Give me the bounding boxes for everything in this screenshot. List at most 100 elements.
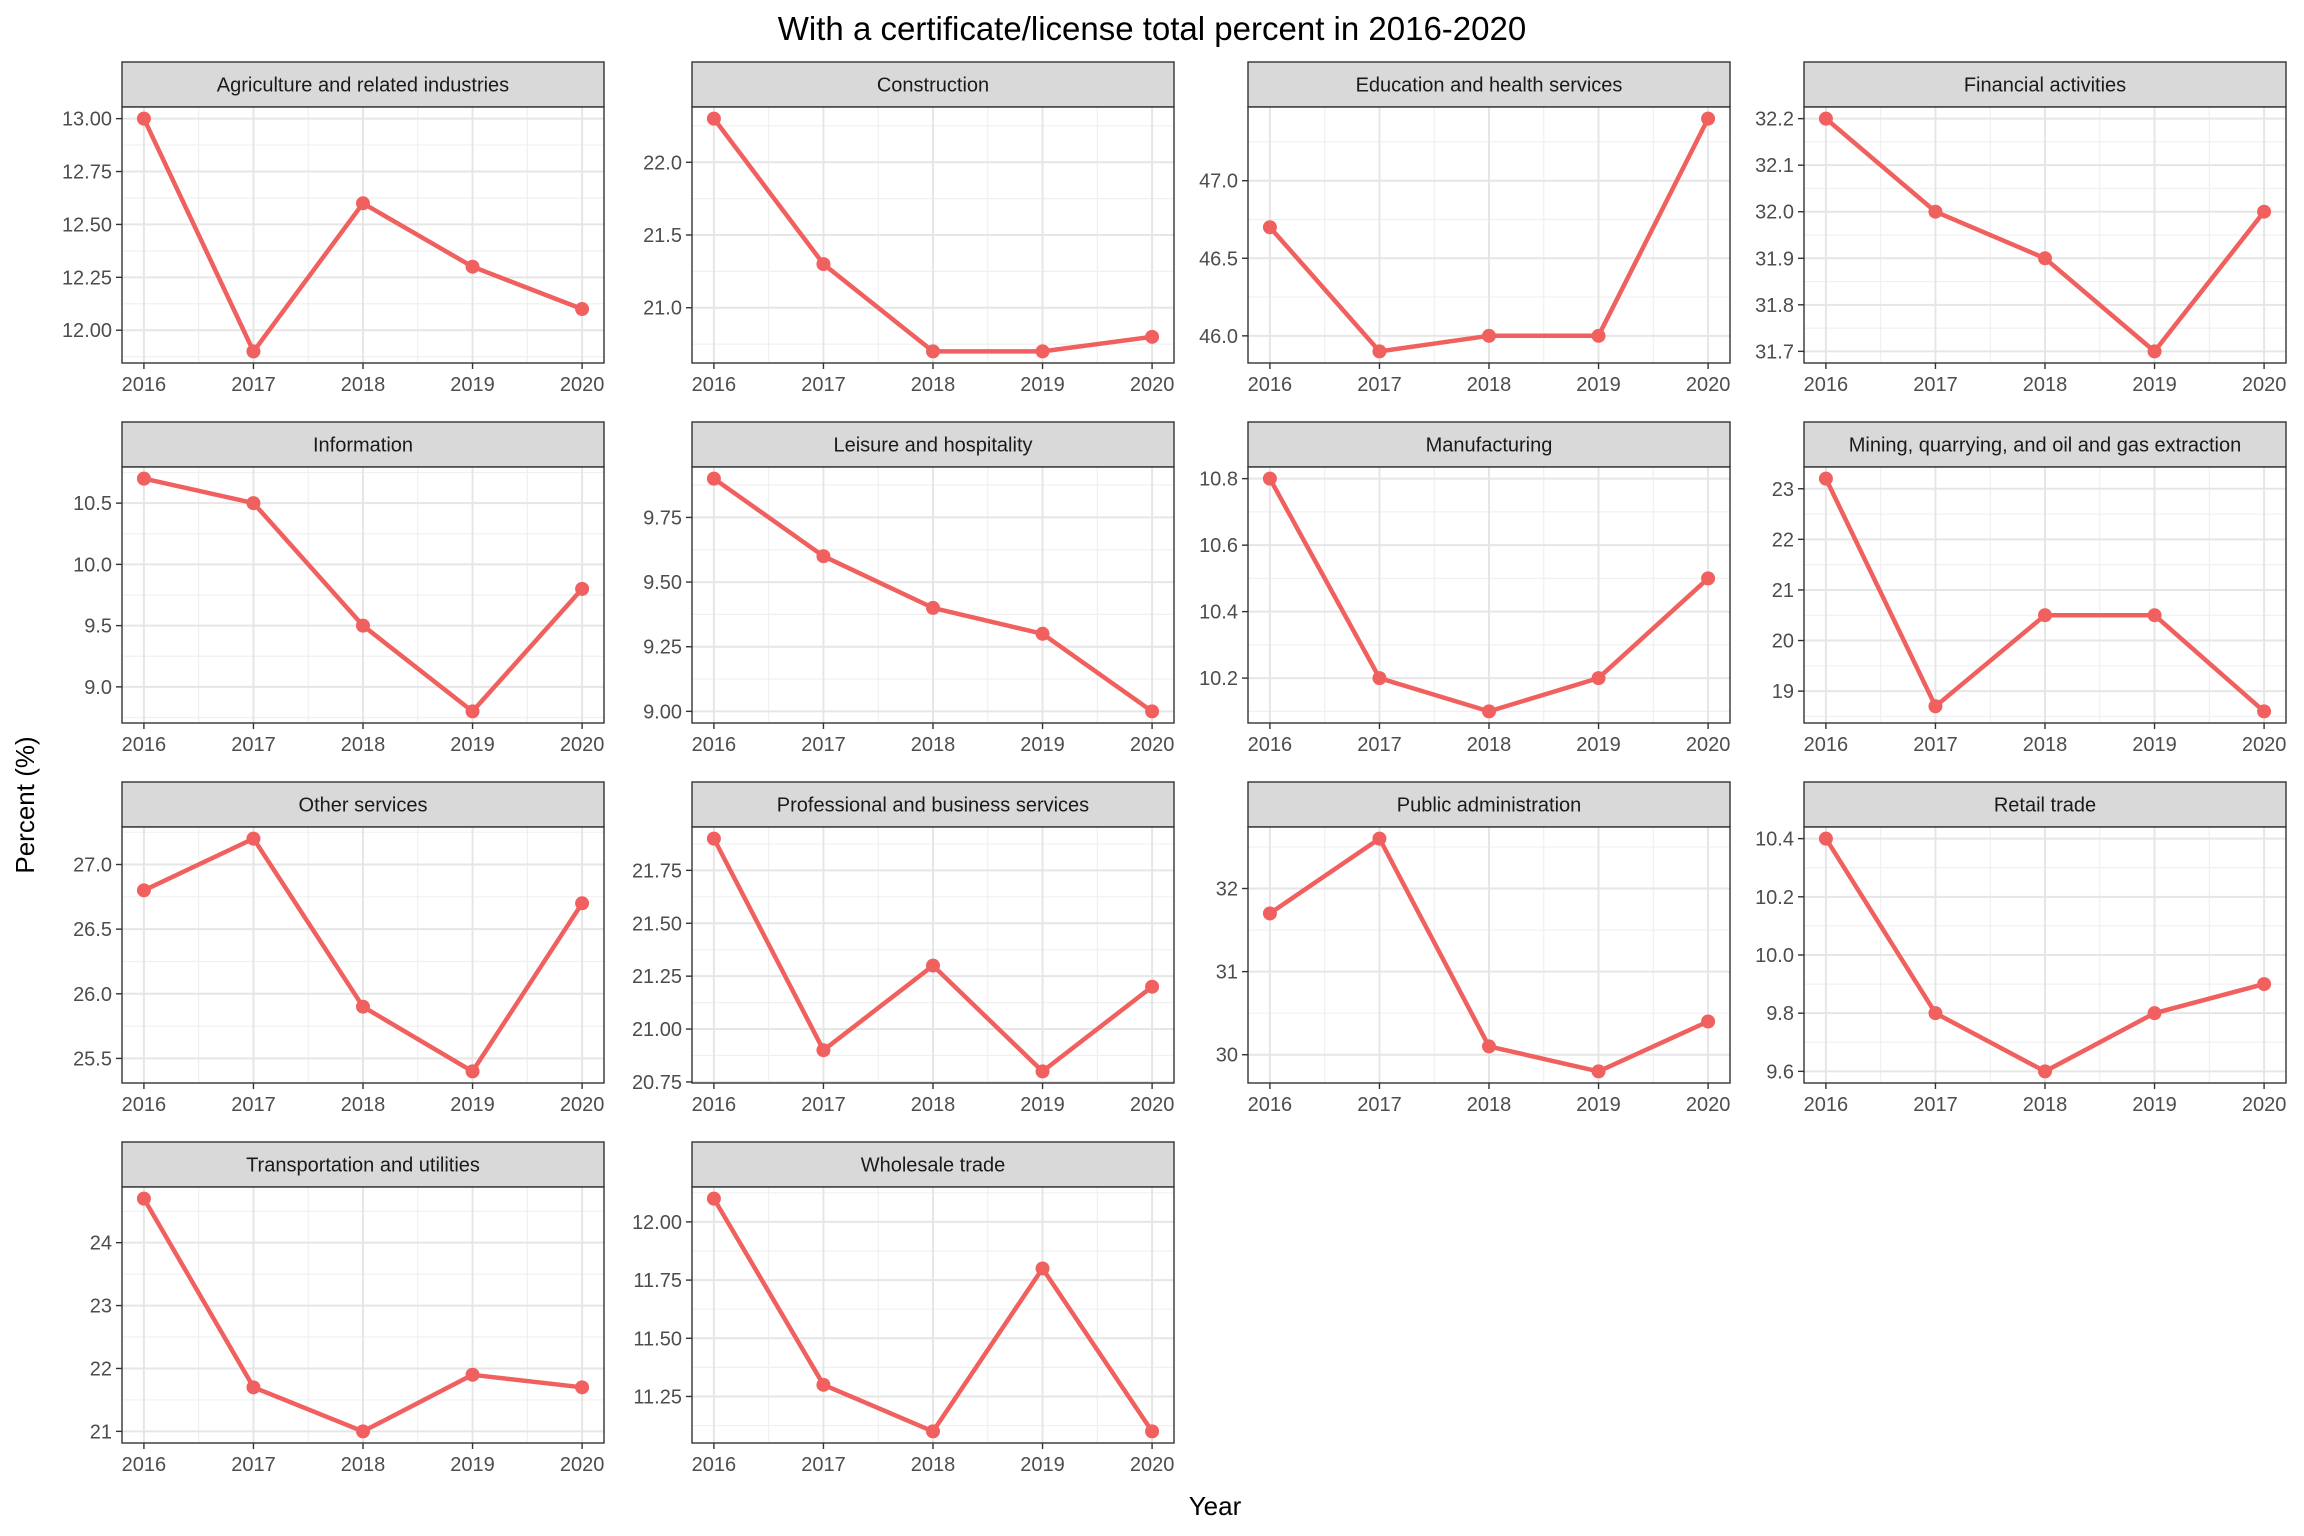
data-point bbox=[2038, 1064, 2052, 1079]
data-point bbox=[1482, 1039, 1496, 1054]
facet-panel: Construction 21.0 21.5 22.0 2016 2017 2018 2019… bbox=[643, 61, 1175, 396]
y-tick-label: 9.6 bbox=[1766, 1061, 1794, 1083]
y-tick-label: 32 bbox=[1216, 879, 1238, 901]
y-tick-label: 26.0 bbox=[73, 984, 112, 1006]
y-tick-label: 10.4 bbox=[1199, 602, 1238, 624]
data-point bbox=[1262, 906, 1277, 921]
facet-strip bbox=[1803, 781, 2287, 828]
data-point bbox=[575, 1380, 590, 1395]
facet-strip-label: Other services bbox=[299, 795, 428, 817]
data-point bbox=[2038, 251, 2052, 266]
data-point bbox=[1818, 471, 1833, 486]
x-tick-label: 2019 bbox=[2132, 374, 2177, 396]
facet-strip bbox=[1803, 421, 2287, 468]
x-tick-label: 2018 bbox=[911, 1454, 956, 1476]
x-tick-label: 2020 bbox=[560, 734, 605, 756]
facet-strip-label: Wholesale trade bbox=[861, 1155, 1006, 1177]
facet-strip bbox=[691, 1141, 1175, 1188]
facet-strip bbox=[1247, 61, 1731, 108]
x-tick-label: 2019 bbox=[1020, 1094, 1065, 1116]
data-point bbox=[2147, 344, 2162, 359]
x-tick-label: 2018 bbox=[1467, 734, 1512, 756]
facet-panel: Manufacturing 10.2 10.4 10.6 10.8 2016 2017 201… bbox=[1199, 421, 1731, 756]
x-tick-label: 2019 bbox=[1020, 1454, 1065, 1476]
y-tick-label: 22 bbox=[90, 1358, 112, 1380]
y-tick-label: 25.5 bbox=[73, 1048, 112, 1070]
facet-panel: Education and health services 46.0 46.5 47.… bbox=[1199, 61, 1731, 396]
facet-strip-label: Manufacturing bbox=[1426, 435, 1553, 457]
x-tick-label: 2017 bbox=[801, 734, 846, 756]
data-point bbox=[2038, 608, 2052, 623]
y-tick-label: 9.00 bbox=[643, 701, 682, 723]
facet-strip bbox=[691, 781, 1175, 828]
data-point bbox=[1372, 671, 1387, 686]
data-point bbox=[465, 704, 480, 719]
x-tick-label: 2016 bbox=[692, 734, 737, 756]
x-tick-label: 2019 bbox=[450, 1094, 495, 1116]
x-tick-label: 2016 bbox=[122, 734, 167, 756]
x-tick-label: 2016 bbox=[692, 1094, 737, 1116]
facet-strip-label: Information bbox=[313, 435, 413, 457]
x-tick-label: 2016 bbox=[1248, 734, 1293, 756]
facet-panel: Retail trade 9.6 9.8 10.0 10.2 10.4 2016 2017 20… bbox=[1755, 781, 2287, 1116]
facet-strip bbox=[1247, 781, 1731, 828]
x-tick-label: 2020 bbox=[1686, 1094, 1731, 1116]
x-tick-label: 2020 bbox=[2242, 734, 2287, 756]
x-tick-label: 2019 bbox=[2132, 734, 2177, 756]
data-point bbox=[246, 1380, 261, 1395]
facet-panel: Information 9.0 9.5 10.0 10.5 2016 2017 2018 201… bbox=[73, 421, 605, 756]
y-tick-label: 10.0 bbox=[1755, 945, 1794, 967]
y-tick-label: 10.2 bbox=[1755, 887, 1794, 909]
data-point bbox=[136, 883, 151, 898]
facet-panel: Agriculture and related industries 12.00 1… bbox=[62, 61, 605, 396]
data-point bbox=[1145, 979, 1160, 994]
x-tick-label: 2018 bbox=[2023, 734, 2068, 756]
x-tick-label: 2018 bbox=[341, 1094, 386, 1116]
data-point bbox=[246, 496, 261, 511]
x-tick-label: 2019 bbox=[1576, 1094, 1621, 1116]
data-point bbox=[706, 831, 721, 846]
facet-strip-label: Transportation and utilities bbox=[246, 1155, 480, 1177]
facet-strip-label: Professional and business services bbox=[777, 795, 1089, 817]
y-tick-label: 20 bbox=[1772, 631, 1794, 653]
data-point bbox=[575, 896, 590, 911]
x-tick-label: 2016 bbox=[692, 1454, 737, 1476]
y-tick-label: 21.5 bbox=[643, 225, 682, 247]
x-tick-label: 2020 bbox=[560, 1454, 605, 1476]
y-tick-label: 10.2 bbox=[1199, 668, 1238, 690]
x-tick-label: 2017 bbox=[801, 1454, 846, 1476]
facet-strip bbox=[691, 421, 1175, 468]
x-tick-label: 2020 bbox=[1130, 1094, 1175, 1116]
x-tick-label: 2018 bbox=[2023, 1094, 2068, 1116]
data-point bbox=[136, 471, 151, 486]
facet-panel: Leisure and hospitality 9.00 9.25 9.50 9.75 2… bbox=[643, 421, 1175, 756]
x-tick-label: 2016 bbox=[122, 1454, 167, 1476]
data-point bbox=[575, 302, 590, 317]
x-tick-label: 2019 bbox=[1020, 374, 1065, 396]
data-point bbox=[1818, 831, 1833, 846]
y-tick-label: 21 bbox=[90, 1421, 112, 1443]
x-tick-label: 2017 bbox=[1357, 374, 1402, 396]
x-tick-label: 2017 bbox=[1913, 734, 1958, 756]
y-tick-label: 10.8 bbox=[1199, 469, 1238, 491]
x-tick-label: 2018 bbox=[911, 374, 956, 396]
x-tick-label: 2020 bbox=[1130, 374, 1175, 396]
x-tick-label: 2019 bbox=[2132, 1094, 2177, 1116]
y-tick-label: 10.0 bbox=[73, 554, 112, 576]
y-tick-label: 24 bbox=[90, 1233, 112, 1255]
data-point bbox=[706, 471, 721, 486]
data-point bbox=[816, 549, 831, 564]
y-tick-label: 12.00 bbox=[62, 320, 112, 342]
data-point bbox=[1372, 344, 1387, 359]
data-point bbox=[926, 600, 940, 615]
data-point bbox=[1482, 328, 1496, 343]
x-tick-label: 2019 bbox=[1020, 734, 1065, 756]
facet-strip bbox=[121, 61, 605, 108]
facet-panel: Public administration 30 31 32 2016 2017 2018 2… bbox=[1216, 781, 1731, 1116]
y-tick-label: 11.25 bbox=[633, 1386, 682, 1408]
data-point bbox=[246, 831, 261, 846]
data-point bbox=[1145, 1424, 1160, 1439]
x-tick-label: 2017 bbox=[231, 734, 276, 756]
y-tick-label: 46.5 bbox=[1199, 248, 1238, 270]
data-point bbox=[926, 958, 940, 973]
